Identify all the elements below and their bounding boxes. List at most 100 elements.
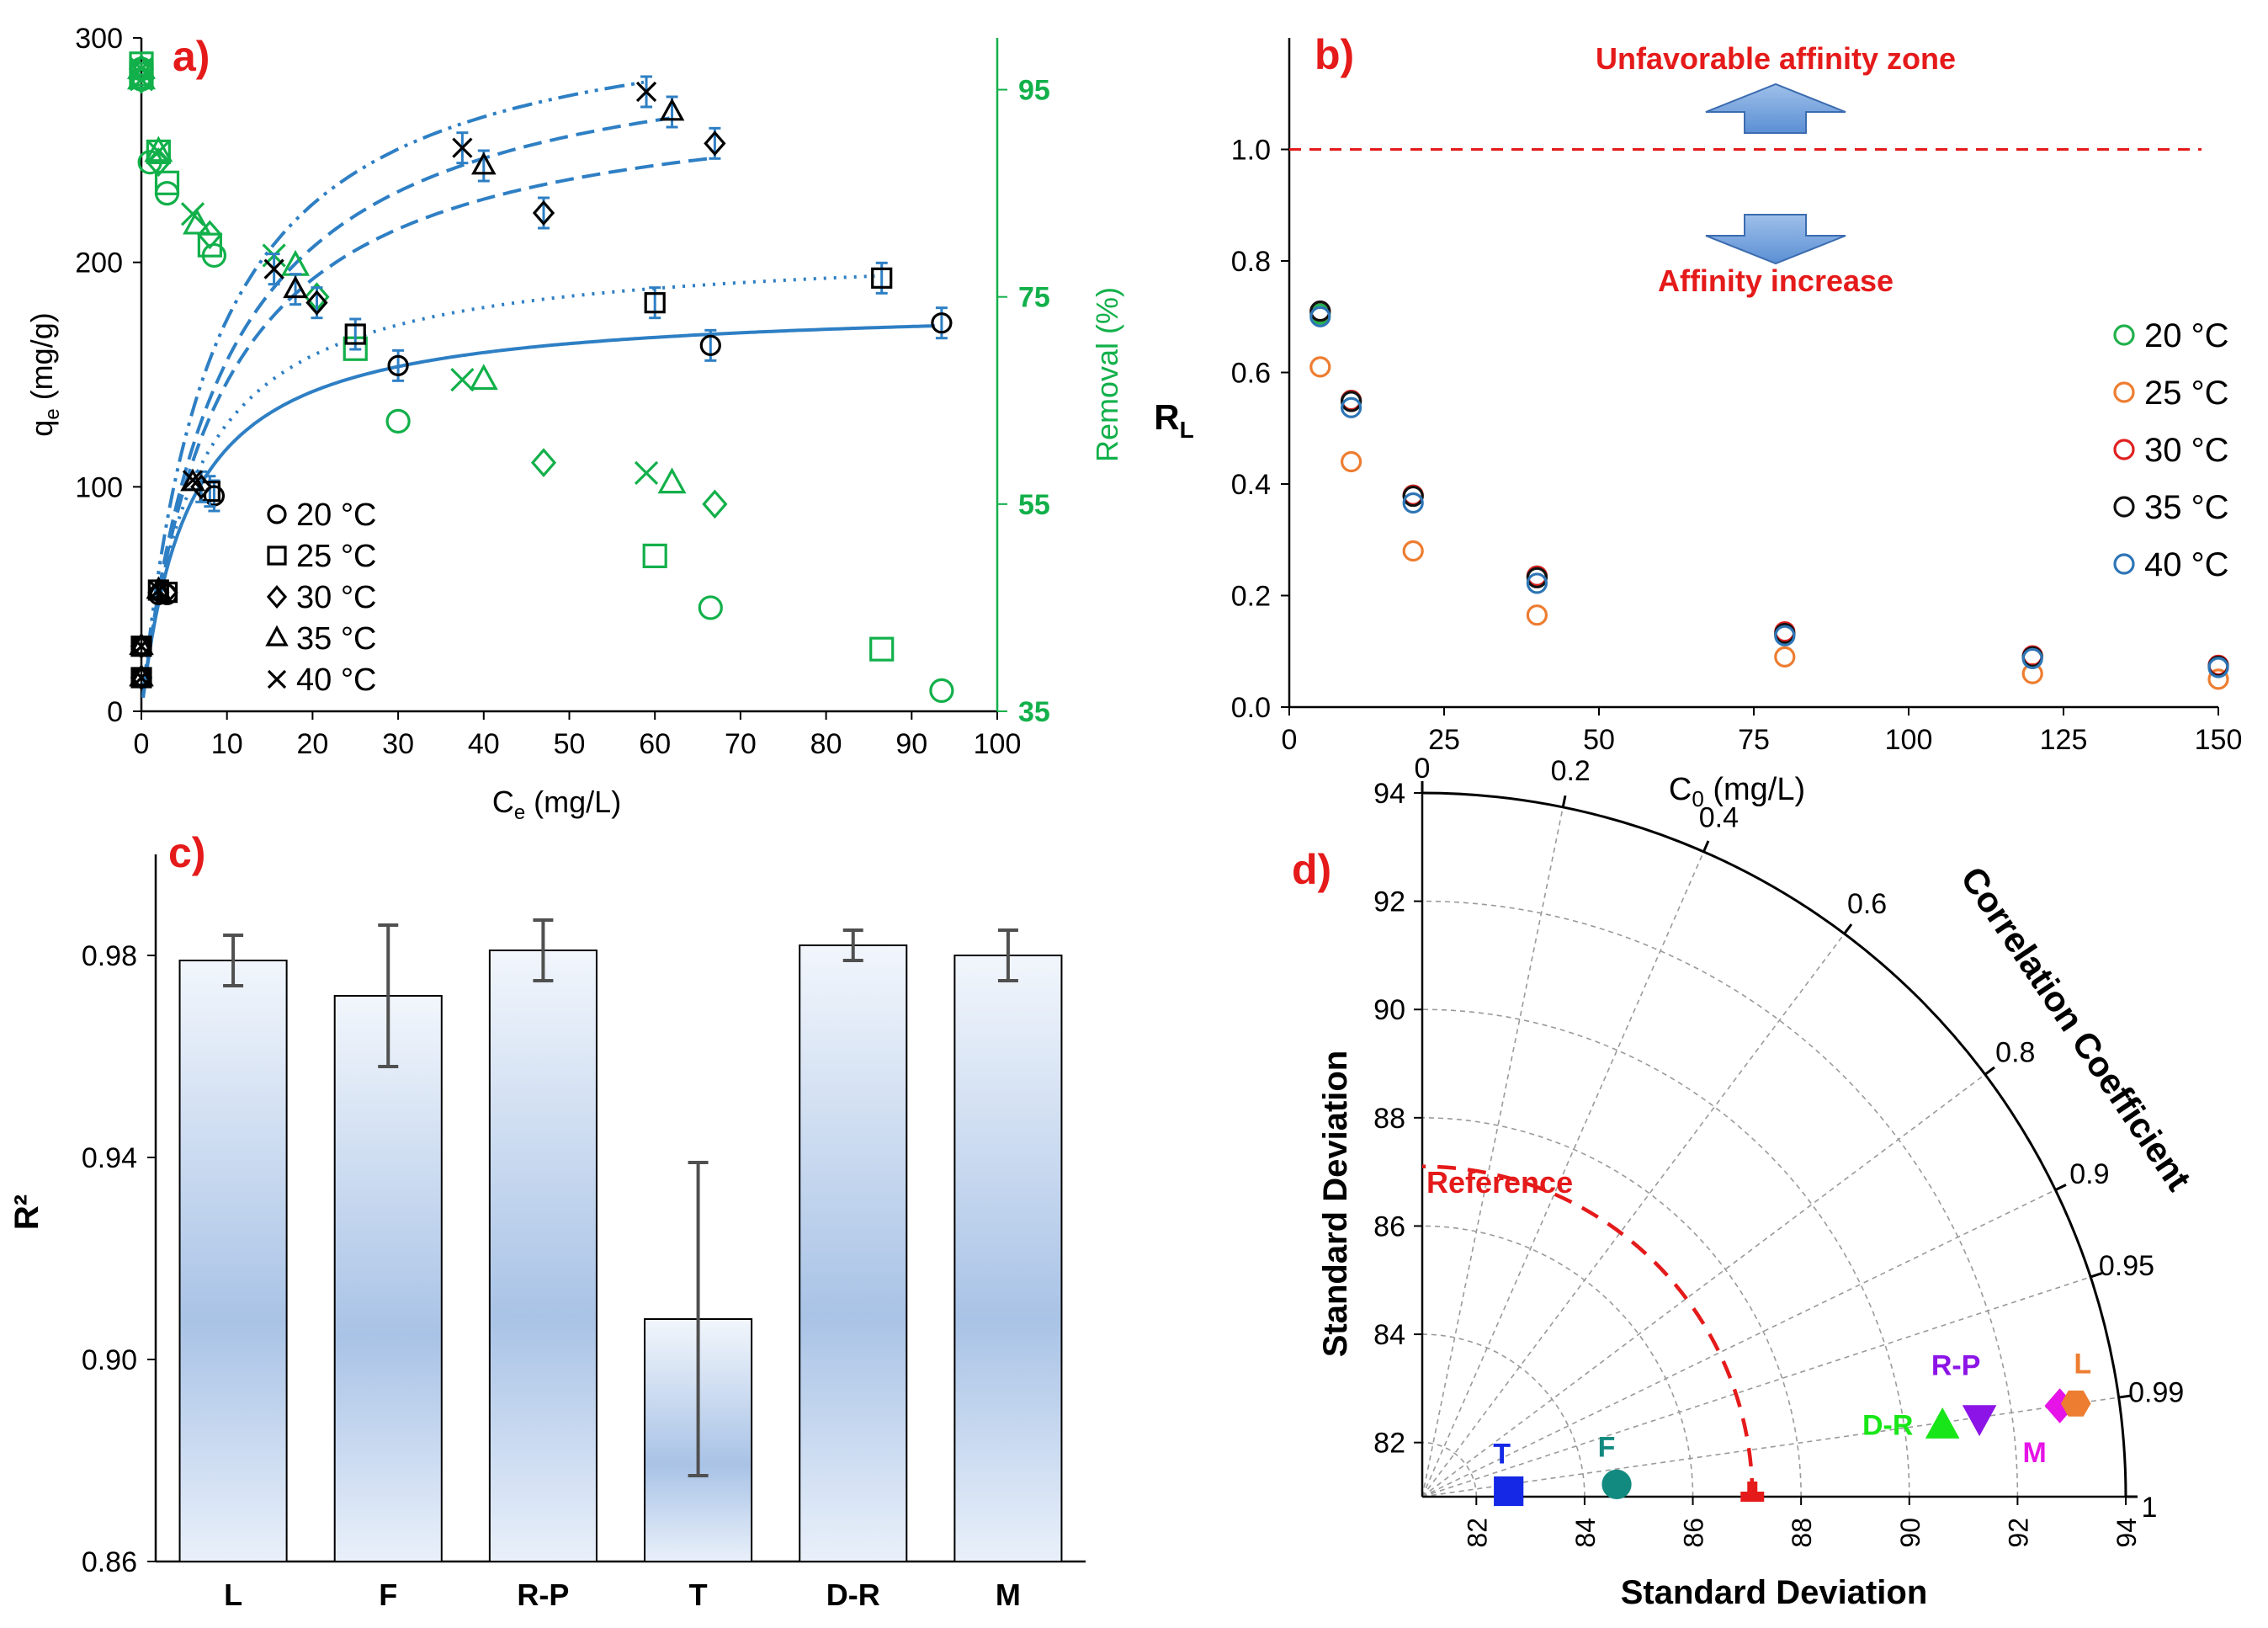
a-legend-label: 20 °C [296, 497, 376, 533]
b-legend-label: 40 °C [2144, 546, 2229, 583]
b-legend-marker [2113, 439, 2135, 460]
d-model-point-d-r [1925, 1407, 1960, 1439]
c-bar-d-r [799, 944, 908, 1562]
a-y-tick-label: 100 [75, 471, 123, 503]
c-bar-l [178, 960, 288, 1562]
d-y-tick-label: 92 [1373, 886, 1405, 918]
b-rl-point [1340, 450, 1362, 473]
d-std-grid-arc [1421, 1008, 1910, 1498]
d-y-tick-label: 86 [1373, 1210, 1405, 1242]
d-corr-grid-line [1421, 1189, 2056, 1498]
a-removal-point [197, 220, 223, 250]
a-capacity-point [129, 663, 154, 687]
b-legend-marker [2113, 496, 2135, 518]
a-removal-point [385, 408, 411, 434]
a-y2-tick-label: 35 [1018, 696, 1050, 728]
b-x-tick-label: 25 [1428, 724, 1460, 756]
d-corr-tick [2054, 1184, 2067, 1191]
b-rl-point [1402, 492, 1424, 514]
b-y-axis-label: RL [1154, 397, 1193, 443]
a-capacity-point [283, 275, 308, 299]
c-category-label: F [379, 1577, 397, 1612]
d-model-label: T [1493, 1438, 1511, 1470]
b-y-tick-label: 1.0 [1231, 135, 1271, 167]
d-x-tick-label: 94 [2111, 1518, 2142, 1548]
b-up-arrow [1705, 82, 1846, 134]
marker-stroke [129, 67, 154, 92]
a-capacity-point [129, 632, 154, 656]
a-capacity-point [704, 130, 726, 157]
a-removal-point [929, 678, 954, 703]
d-corr-tick-label: 0.99 [2128, 1377, 2184, 1409]
d-corr-tick-label: 0 [1415, 753, 1431, 785]
b-y-tick-label: 0.2 [1231, 581, 1271, 613]
b-legend-label: 35 °C [2144, 489, 2229, 526]
marker-stroke [634, 460, 659, 486]
a-x-tick-label: 90 [895, 728, 927, 760]
b-y-tick-label: 0.4 [1231, 469, 1271, 501]
marker-stroke [180, 202, 205, 226]
c-bar-r-p [488, 950, 598, 1562]
a-y2-tick-label: 95 [1018, 75, 1050, 107]
a-capacity-point [203, 485, 226, 507]
a-legend-marker [267, 545, 287, 566]
d-reference-label: Reference [1426, 1165, 1573, 1200]
a-capacity-point [644, 292, 666, 314]
b-legend-label: 25 °C [2144, 375, 2229, 412]
a-y-tick-label: 200 [75, 247, 123, 279]
d-corr-tick [2090, 1272, 2102, 1279]
a-capacity-point [130, 667, 152, 689]
d-corr-tick-label: 1 [2142, 1492, 2158, 1524]
a-capacity-point [659, 98, 685, 121]
b-legend-marker [2113, 381, 2135, 403]
a-capacity-point [635, 81, 657, 103]
b-x-tick-label: 100 [1885, 724, 1933, 756]
d-corr-tick [1702, 840, 1710, 853]
c-category-label: D-R [826, 1577, 880, 1612]
a-capacity-point [931, 312, 953, 334]
b-y-tick-label: 0.0 [1231, 692, 1271, 724]
panel-d-taylor-diagram: 82 84 86 88 90 92 94 82 84 86 88 90 92 94 0 0.2 0.4 0.6 0.… [1292, 753, 2199, 1611]
d-model-label: F [1598, 1431, 1616, 1463]
b-rl-point [2207, 668, 2229, 690]
d-y-tick-label: 84 [1373, 1319, 1405, 1351]
a-capacity-point [148, 579, 169, 601]
a-removal-point [657, 467, 687, 494]
panel-a-isotherm-chart: 0 10 20 30 40 50 60 70 80 90 100 0 100 200 300 35 55 75 95… [24, 23, 1124, 824]
b-legend-label: 20 °C [2144, 317, 2229, 354]
a-legend-label: 40 °C [296, 662, 376, 698]
b-y-axis-label-sub: L [1180, 417, 1194, 443]
a-fit-curve [141, 116, 670, 698]
b-rl-point [1774, 646, 1796, 668]
d-corr-grid-line [1421, 1397, 2119, 1498]
d-panel-label: d) [1292, 846, 1331, 893]
d-corr-tick-label: 0.8 [1995, 1036, 2035, 1068]
a-capacity-point [182, 470, 204, 491]
a-removal-point [698, 595, 723, 620]
a-legend-label: 30 °C [296, 580, 376, 615]
d-model-label: M [2022, 1437, 2046, 1469]
a-x-tick-label: 100 [974, 728, 1022, 760]
a-x-tick-label: 60 [639, 728, 671, 760]
a-capacity-point [146, 576, 172, 599]
b-x-tick-label: 0 [1282, 724, 1298, 756]
d-x-axis-label: Standard Deviation [1621, 1574, 1928, 1611]
a-y2-axis-label: Removal (%) [1090, 287, 1124, 462]
d-model-label: R-P [1931, 1350, 1981, 1382]
d-model-point-r-p [1962, 1405, 1997, 1437]
d-std-grid-arc [1421, 900, 2019, 1498]
d-corr-tick [1984, 1066, 1995, 1076]
b-y-tick-label: 0.8 [1231, 246, 1271, 278]
b-rl-point [1309, 356, 1331, 378]
a-removal-point [126, 63, 157, 90]
marker-stroke [635, 81, 657, 103]
a-capacity-point [130, 633, 153, 659]
c-category-label: L [224, 1577, 242, 1612]
marker-stroke [182, 470, 204, 491]
a-removal-point [530, 448, 557, 478]
marker-stroke [129, 56, 154, 82]
a-removal-point [154, 170, 180, 195]
a-legend-marker [265, 625, 289, 646]
d-x-tick-label: 92 [2003, 1518, 2033, 1548]
a-capacity-point [452, 137, 473, 158]
